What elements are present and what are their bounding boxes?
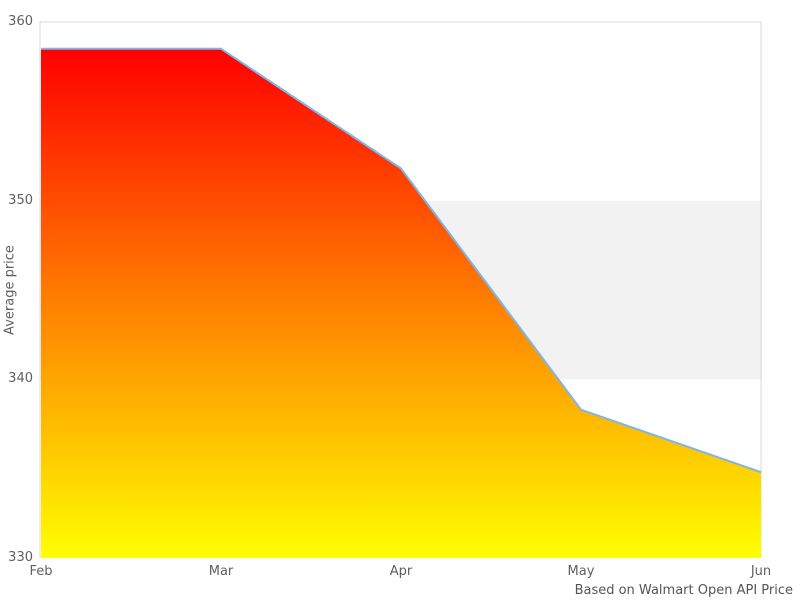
y-tick-label-350: 350 xyxy=(8,192,33,208)
x-tick-label-apr: Apr xyxy=(389,564,413,579)
x-tick-label-mar: Mar xyxy=(208,564,234,579)
x-tick-label-feb: Feb xyxy=(29,564,53,579)
x-tick-label-jun: Jun xyxy=(750,564,772,579)
series-line xyxy=(41,47,762,474)
plot-border xyxy=(39,21,762,558)
y-axis-title: Average price xyxy=(2,245,18,335)
chart-caption: Based on Walmart Open API Price xyxy=(574,583,793,598)
y-tick-label-340: 340 xyxy=(8,371,33,387)
x-tick-label-may: May xyxy=(567,564,595,579)
y-tick-label-330: 330 xyxy=(8,550,33,565)
area-fill xyxy=(41,48,761,559)
y-tick-label-360: 360 xyxy=(8,14,33,29)
